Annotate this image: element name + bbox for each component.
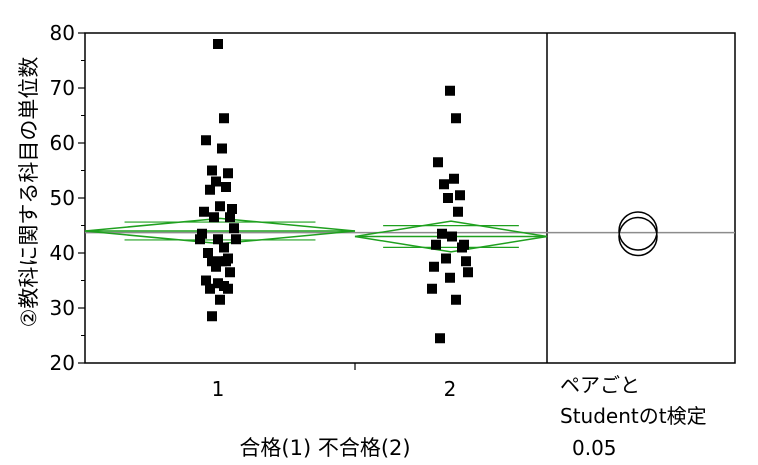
- data-point: [213, 278, 223, 289]
- plot-border: [84, 32, 736, 364]
- data-point: [431, 239, 441, 250]
- comparison-label-alpha: 0.05: [572, 436, 617, 460]
- data-point: [197, 228, 207, 239]
- data-point: [207, 256, 217, 267]
- data-point: [223, 168, 233, 179]
- y-tick-label: 50: [50, 186, 75, 210]
- data-point: [451, 113, 461, 124]
- y-tick-label: 80: [50, 21, 75, 45]
- data-point: [205, 184, 215, 195]
- x-tick-label: 2: [444, 377, 457, 401]
- data-point: [203, 248, 213, 258]
- data-point: [201, 275, 211, 286]
- data-point: [231, 234, 241, 245]
- x-axis-title: 合格(1) 不合格(2): [239, 436, 410, 460]
- data-point: [227, 204, 237, 214]
- data-point: [457, 242, 467, 253]
- data-point: [201, 135, 211, 146]
- y-tick-label: 40: [50, 241, 75, 265]
- data-point: [461, 256, 471, 267]
- data-point: [229, 223, 239, 234]
- data-point: [463, 267, 473, 278]
- data-point: [221, 256, 231, 267]
- y-axis-title: ②教科に関する科目の単位数: [17, 57, 41, 328]
- data-point: [209, 212, 219, 223]
- data-point: [435, 333, 445, 344]
- data-point: [207, 165, 217, 176]
- data-point: [225, 267, 235, 278]
- data-point: [441, 253, 451, 264]
- comparison-circles: [618, 211, 658, 257]
- data-point: [217, 143, 227, 154]
- data-point: [445, 272, 455, 283]
- data-point: [215, 294, 225, 305]
- y-tick-label: 70: [50, 76, 75, 100]
- x-tick-label: 1: [212, 377, 225, 401]
- y-axis-title-group: ②教科に関する科目の単位数: [17, 57, 41, 328]
- data-points: [195, 39, 473, 344]
- data-point: [449, 173, 459, 184]
- data-point: [207, 311, 217, 322]
- comparison-legend: ペアごと Studentのt検定 0.05: [560, 373, 707, 460]
- data-point: [211, 261, 221, 272]
- y-tick-label: 30: [50, 296, 75, 320]
- data-point: [429, 261, 439, 272]
- means-diamonds: [84, 217, 548, 253]
- data-point: [195, 234, 205, 245]
- data-point: [427, 283, 437, 294]
- y-tick-label: 60: [50, 131, 75, 155]
- data-point: [205, 283, 215, 294]
- comparison-label-test: Studentのt検定: [560, 404, 707, 428]
- comparison-circle: [618, 216, 658, 257]
- plot-frame: [84, 32, 736, 364]
- y-tick-label: 20: [50, 351, 75, 375]
- data-point: [455, 190, 465, 201]
- data-point: [215, 201, 225, 212]
- data-point: [213, 234, 223, 245]
- data-point: [445, 85, 455, 96]
- data-point: [439, 179, 449, 190]
- data-point: [199, 206, 209, 217]
- data-point: [219, 113, 229, 124]
- data-point: [443, 193, 453, 203]
- y-axis: 20 30 40 50 60 70 80: [50, 21, 85, 375]
- data-point: [223, 283, 233, 294]
- data-point: [221, 182, 231, 192]
- data-point: [447, 231, 457, 242]
- data-point: [213, 39, 223, 49]
- comparison-circle: [618, 211, 658, 251]
- data-point: [219, 242, 229, 253]
- data-point: [451, 294, 461, 305]
- data-point: [225, 212, 235, 223]
- data-point: [437, 228, 447, 239]
- data-point: [433, 157, 443, 168]
- data-point: [453, 206, 463, 217]
- comparison-label-pairwise: ペアごと: [560, 373, 640, 397]
- data-point: [211, 176, 221, 187]
